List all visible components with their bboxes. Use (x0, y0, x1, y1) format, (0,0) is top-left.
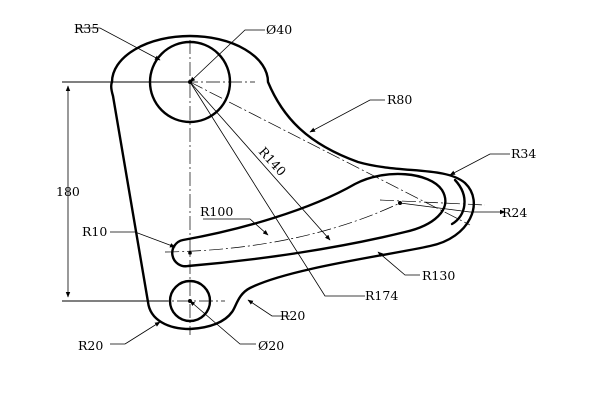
r10-center-point (188, 251, 192, 255)
part-outline (110, 34, 475, 331)
label-r100: R100 (200, 204, 233, 219)
leader-r100 (203, 218, 269, 236)
leader-r34 (449, 153, 510, 176)
label-r20-base: R20 (78, 338, 103, 353)
label-r24: R24 (502, 205, 527, 220)
r24-centerline (379, 199, 486, 206)
bottom-hole (168, 279, 212, 323)
leader-r24 (399, 202, 506, 215)
leader-r140 (189, 81, 331, 241)
leader-d40 (189, 29, 265, 83)
label-r34: R34 (511, 146, 536, 161)
leader-r10 (110, 231, 176, 248)
leader-r174 (189, 81, 365, 297)
label-r20-fillet: R20 (280, 308, 305, 323)
dimension-lines (62, 27, 510, 345)
r34-inner-arc (450, 178, 466, 226)
label-r80: R80 (387, 92, 412, 107)
label-r35: R35 (74, 21, 99, 36)
label-r10: R10 (82, 224, 107, 239)
diagonal-centerline (189, 81, 471, 226)
outer-contour (110, 34, 475, 331)
slot-arc-centerline (164, 202, 401, 253)
dimension-labels: R35 Ø40 R80 R34 R140 R100 R24 R10 R130 1… (56, 21, 536, 353)
leader-r35 (76, 27, 161, 61)
leader-d20 (189, 300, 256, 345)
label-180: 180 (56, 184, 80, 199)
leader-r20-fillet (247, 299, 290, 317)
leader-r130 (377, 251, 420, 276)
leader-r20-base (110, 321, 161, 345)
leader-r80 (309, 99, 385, 133)
centerlines (140, 40, 486, 335)
slot (171, 172, 447, 268)
label-d20: Ø20 (258, 338, 284, 353)
label-r130: R130 (422, 268, 455, 283)
label-r174: R174 (365, 288, 398, 303)
label-d40: Ø40 (266, 22, 292, 37)
